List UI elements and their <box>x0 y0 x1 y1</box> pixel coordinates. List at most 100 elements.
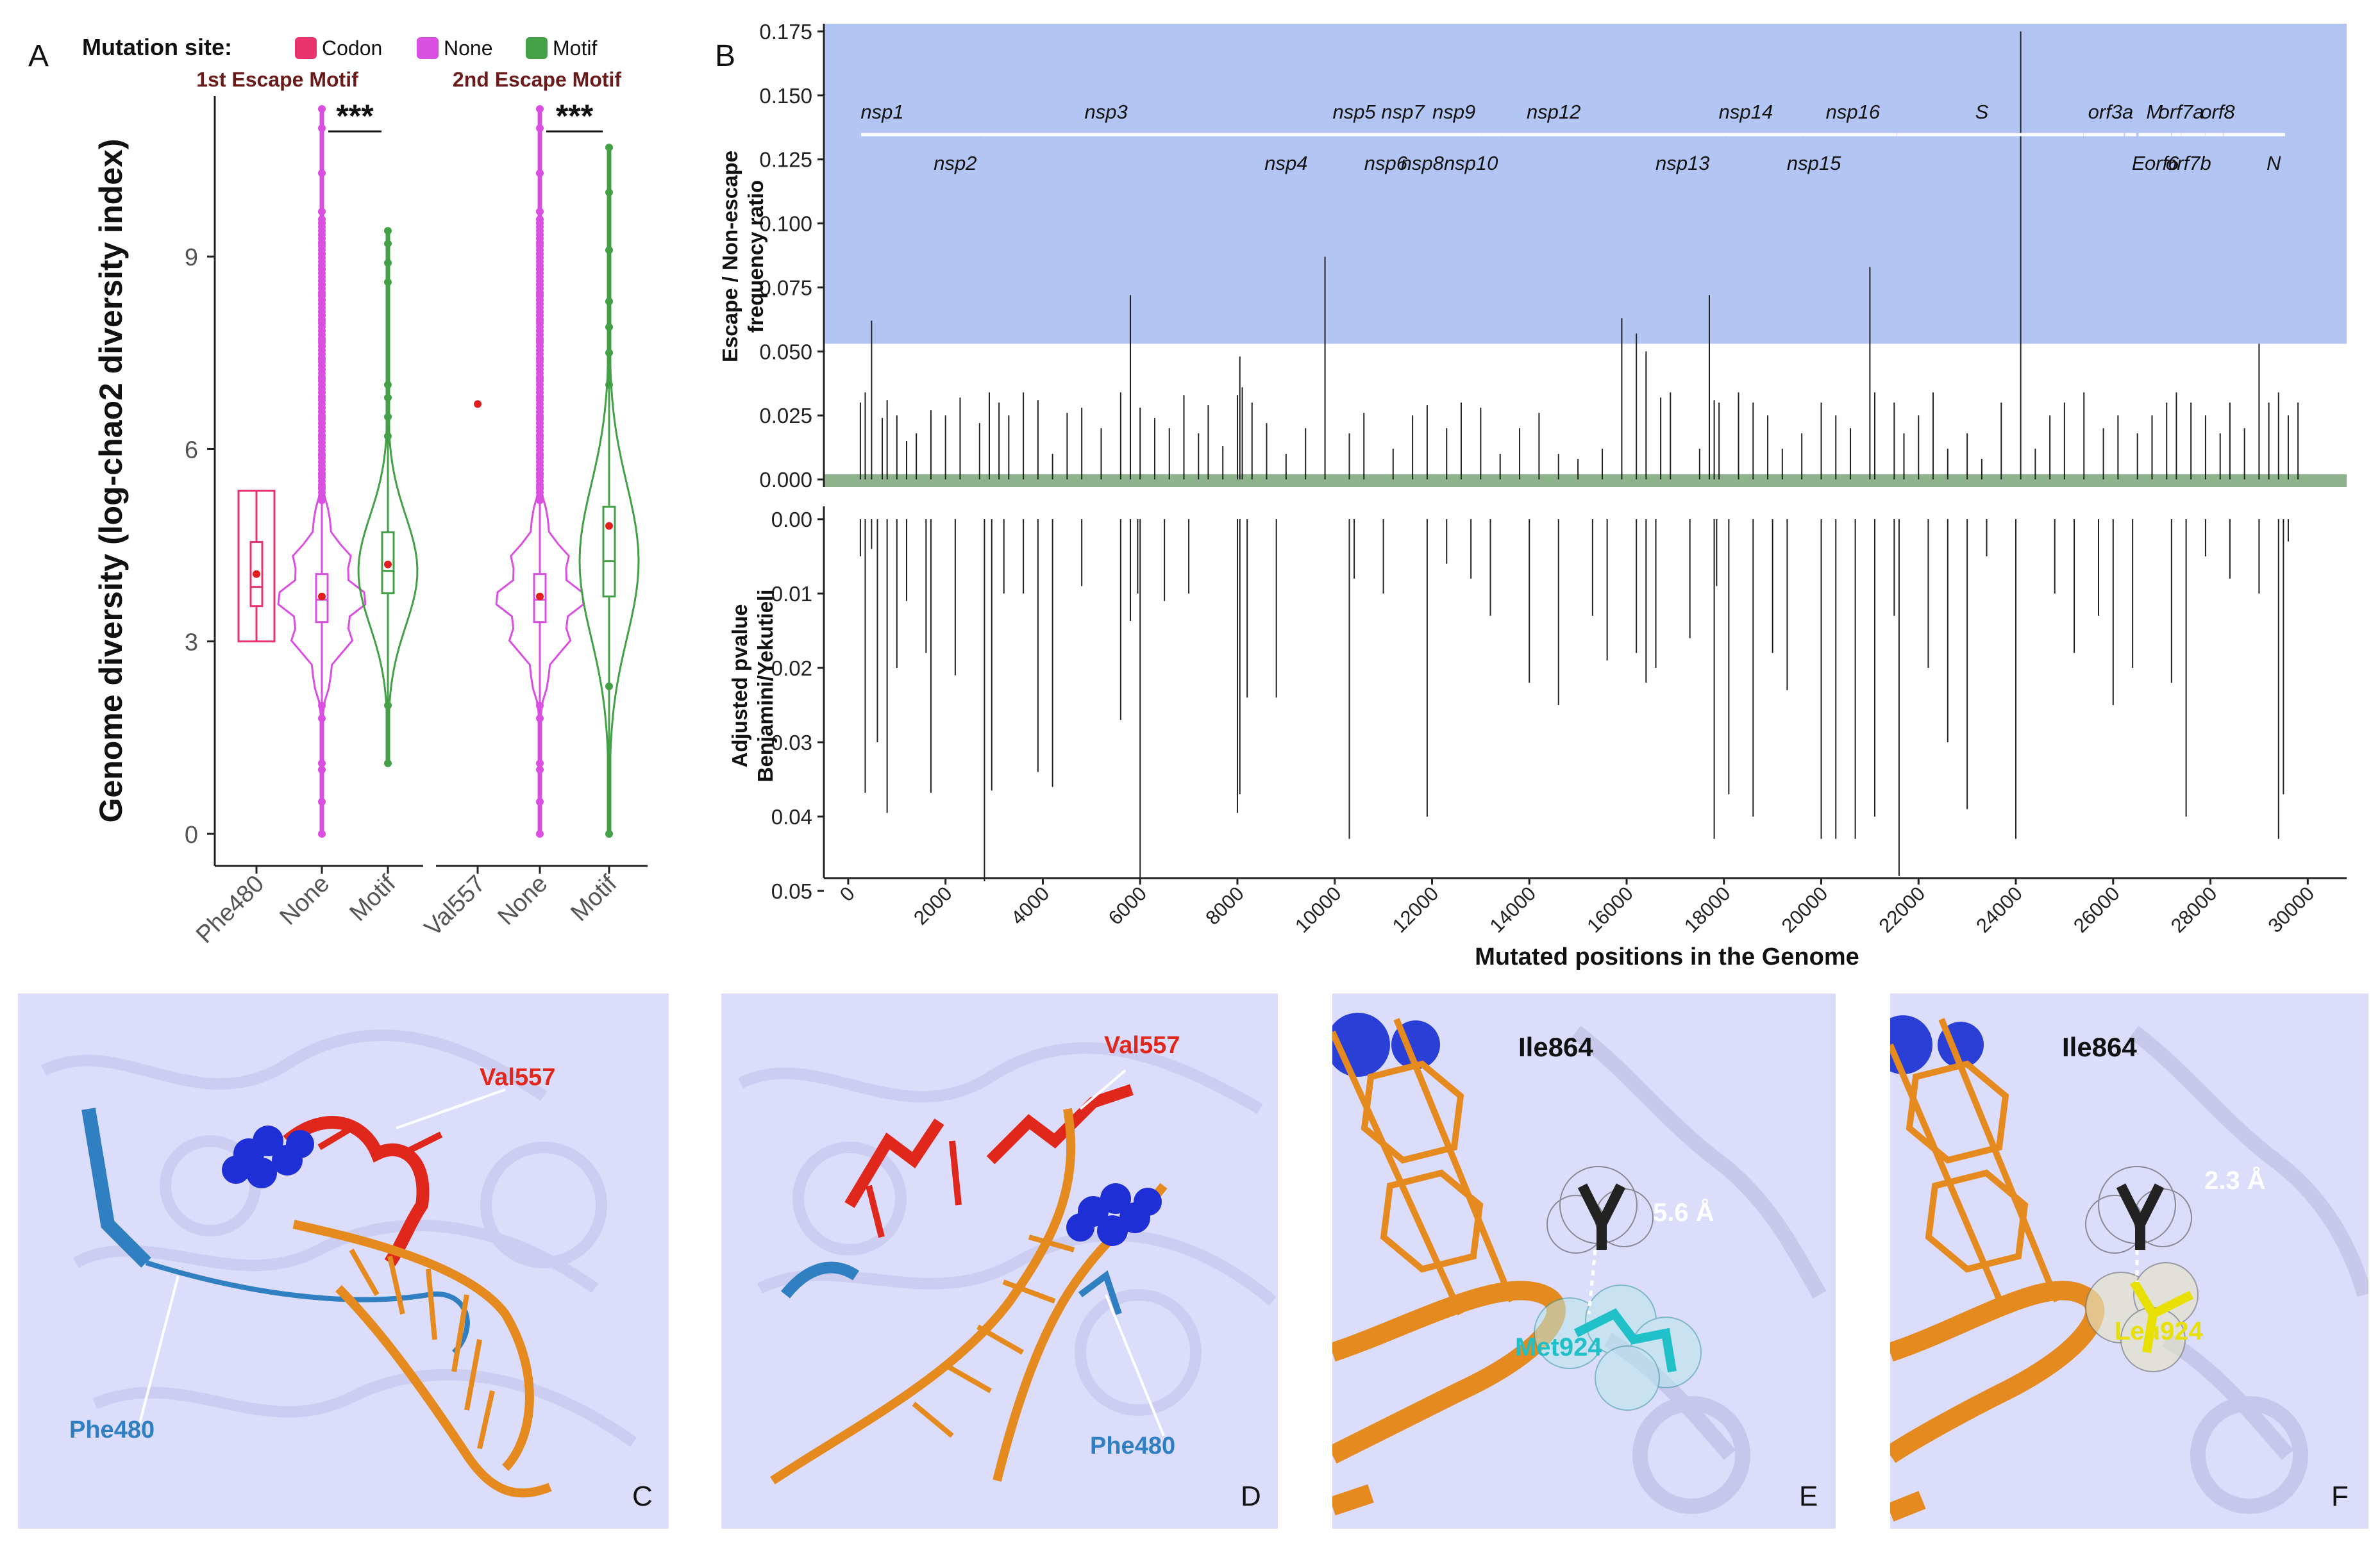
x-tick-label: Phe480 <box>191 870 269 949</box>
x-tick-label: 12000 <box>1388 882 1443 937</box>
mean-point <box>605 522 613 530</box>
x-tick-label: 2000 <box>909 882 957 929</box>
mean-point <box>318 592 326 601</box>
violin-phe480 <box>237 490 276 643</box>
mean-point <box>384 560 392 569</box>
outlier-point <box>536 714 544 722</box>
gene-label: nsp15 <box>1787 152 1841 174</box>
escape-region <box>824 24 2347 344</box>
outlier-point <box>318 701 326 710</box>
outlier-point <box>384 381 392 389</box>
x-tick-label: 14000 <box>1485 882 1540 937</box>
panel-letter-a: A <box>28 39 49 73</box>
y-tick-label: 3 <box>185 629 198 656</box>
outlier-point <box>536 124 544 133</box>
gene-label: nsp1 <box>860 101 903 123</box>
label-met924: Met924 <box>1515 1333 1602 1361</box>
gene-label: N <box>2267 152 2281 174</box>
y-tick-label: 0.00 <box>771 508 812 531</box>
outlier-point <box>384 394 392 402</box>
outlier-point <box>536 208 544 216</box>
legend-swatch-motif <box>526 37 548 59</box>
gene-label: orf3a <box>2088 101 2134 123</box>
mean-point <box>253 570 260 578</box>
x-tick-label: 24000 <box>1972 882 2027 937</box>
violin-none <box>495 105 585 838</box>
x-tick-label: 6000 <box>1104 882 1152 929</box>
y-tick-label: 0.150 <box>759 84 812 108</box>
outlier-point <box>605 381 613 389</box>
panel-letter-e: E <box>1799 1481 1818 1512</box>
structure-c-illustration <box>40 1029 637 1498</box>
outlier-point <box>384 278 392 287</box>
mean-point <box>474 400 482 408</box>
x-tick-label: 22000 <box>1875 882 1930 937</box>
gene-label: nsp10 <box>1444 152 1498 174</box>
structure-panel-f: Ile864 2.3 Å Leu924 F <box>1890 993 2368 1529</box>
legend-label-motif: Motif <box>553 37 597 60</box>
outlier-point <box>318 829 326 838</box>
mean-point <box>536 592 544 601</box>
label-val557: Val557 <box>1104 1032 1180 1059</box>
outlier-point <box>605 323 613 331</box>
outlier-point <box>536 215 544 224</box>
x-tick-label: 26000 <box>2069 882 2124 937</box>
y-tick-label: 0.075 <box>759 276 812 299</box>
outlier-point <box>536 105 544 113</box>
gene-label: nsp16 <box>1826 101 1881 123</box>
y-tick-label: 0.01 <box>771 582 812 606</box>
outlier-point <box>318 765 326 774</box>
gene-label: nsp3 <box>1084 101 1127 123</box>
outlier-point <box>536 829 544 838</box>
outlier-point <box>536 797 544 806</box>
outlier-point <box>318 169 326 178</box>
gene-label: nsp8 <box>1401 152 1445 174</box>
outlier-point <box>384 240 392 248</box>
label-ile864: Ile864 <box>1518 1032 1593 1062</box>
gene-label: orf7b <box>2166 152 2211 174</box>
outlier-point <box>536 169 544 178</box>
distance-label: 5.6 Å <box>1653 1199 1714 1227</box>
outlier-point <box>384 759 392 767</box>
x-tick-label: 20000 <box>1777 882 1832 937</box>
violin-motif <box>357 227 419 767</box>
gene-label: nsp6 <box>1364 152 1408 174</box>
outlier-point <box>605 297 613 306</box>
panel-letter-d: D <box>1241 1481 1261 1512</box>
gene-label: nsp5 <box>1332 101 1376 123</box>
x-tick-label: 0 <box>835 882 859 906</box>
gene-label: E <box>2132 152 2145 174</box>
y-tick-label: 0.125 <box>759 148 812 172</box>
label-leu924: Leu924 <box>2115 1317 2203 1345</box>
label-phe480: Phe480 <box>69 1417 155 1443</box>
x-tick-label: Motif <box>566 870 622 926</box>
x-tick-label: 8000 <box>1201 882 1248 929</box>
legend-title: Mutation site: <box>82 34 232 60</box>
y-tick-label: 0.175 <box>759 20 812 44</box>
label-phe480: Phe480 <box>1090 1433 1176 1459</box>
gene-label: nsp4 <box>1264 152 1307 174</box>
outlier-point <box>605 188 613 197</box>
legend-label-codon: Codon <box>322 37 382 60</box>
panel-letter-c: C <box>632 1481 653 1512</box>
x-tick-label: None <box>274 870 335 931</box>
x-tick-label: 30000 <box>2264 882 2319 937</box>
y-tick-label: 6 <box>185 436 198 463</box>
outlier-point <box>384 701 392 710</box>
y-tick-label: 0.03 <box>771 731 812 754</box>
y-tick-label: 0.04 <box>771 805 812 829</box>
significance-marker: *** <box>556 98 594 134</box>
significance-marker: *** <box>336 98 374 134</box>
x-tick-label: 28000 <box>2166 882 2222 937</box>
gene-label: orf7a <box>2159 101 2204 123</box>
outlier-point <box>318 124 326 133</box>
group-title: 2nd Escape Motif <box>453 68 622 91</box>
label-ile864: Ile864 <box>2062 1032 2137 1062</box>
outlier-point <box>318 208 326 216</box>
outlier-point <box>384 227 392 235</box>
gene-label: nsp2 <box>934 152 976 174</box>
panel-letter-b: B <box>715 39 736 73</box>
box <box>602 506 616 598</box>
legend-swatch-codon <box>295 37 317 59</box>
outlier-point <box>536 759 544 767</box>
